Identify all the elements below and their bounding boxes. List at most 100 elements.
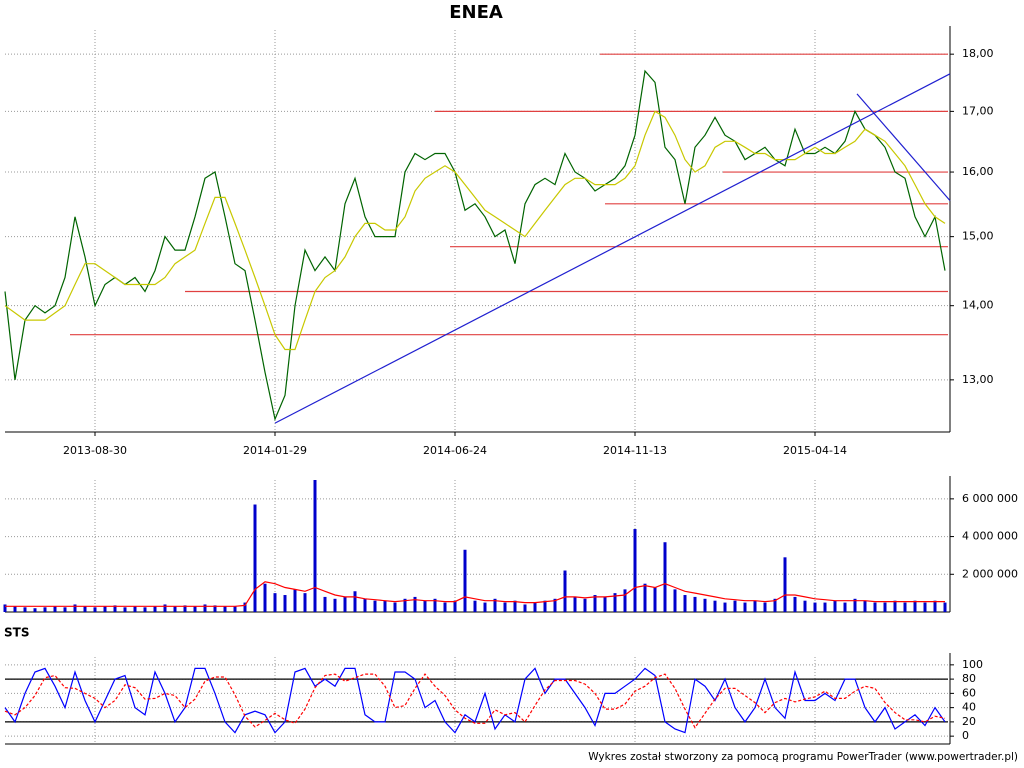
volume-bar bbox=[433, 598, 437, 612]
volume-bar bbox=[43, 607, 47, 612]
y-tick-label: 80 bbox=[962, 672, 976, 685]
volume-bar bbox=[403, 598, 407, 612]
volume-bar bbox=[613, 593, 617, 612]
volume-bar bbox=[623, 589, 627, 612]
volume-bar bbox=[123, 607, 127, 612]
volume-bar bbox=[363, 598, 367, 612]
volume-bar bbox=[863, 600, 867, 612]
x-tick-label: 2013-08-30 bbox=[63, 444, 127, 457]
y-tick-label: 13,00 bbox=[962, 373, 994, 386]
series-line bbox=[4, 69, 946, 422]
series-line bbox=[4, 110, 946, 351]
volume-bar bbox=[693, 596, 697, 612]
volume-bar bbox=[373, 600, 377, 612]
volume-bar bbox=[83, 606, 87, 612]
volume-bar bbox=[743, 602, 747, 612]
volume-bar bbox=[333, 598, 337, 612]
volume-bar bbox=[933, 600, 937, 612]
x-tick-label: 2014-01-29 bbox=[243, 444, 307, 457]
volume-bar bbox=[223, 606, 227, 612]
volume-bar bbox=[813, 602, 817, 612]
volume-bar bbox=[103, 606, 107, 612]
volume-bar bbox=[653, 587, 657, 612]
volume-bar bbox=[63, 607, 67, 612]
volume-bar bbox=[53, 606, 57, 612]
volume-bar bbox=[573, 596, 577, 612]
volume-bar bbox=[283, 595, 287, 612]
volume-bar bbox=[293, 589, 297, 612]
volume-bar bbox=[823, 602, 827, 612]
volume-bar bbox=[183, 605, 187, 612]
volume-bar bbox=[663, 542, 667, 612]
volume-bar bbox=[643, 583, 647, 612]
volume-bar bbox=[423, 600, 427, 612]
volume-bar bbox=[893, 600, 897, 612]
volume-bar bbox=[193, 606, 197, 612]
y-tick-label: 14,00 bbox=[962, 299, 994, 312]
x-tick-label: 2014-11-13 bbox=[603, 444, 667, 457]
volume-bar bbox=[673, 589, 677, 612]
volume-bar bbox=[703, 598, 707, 612]
y-tick-label: 17,00 bbox=[962, 104, 994, 117]
volume-bar bbox=[493, 598, 497, 612]
volume-bar bbox=[73, 604, 77, 612]
volume-bar bbox=[733, 600, 737, 612]
volume-bar bbox=[783, 557, 787, 612]
volume-bar bbox=[23, 607, 27, 612]
volume-bar bbox=[833, 600, 837, 612]
volume-bar bbox=[133, 606, 137, 612]
volume-bar bbox=[603, 596, 607, 612]
volume-bar bbox=[473, 600, 477, 612]
volume-bar bbox=[753, 600, 757, 612]
volume-bar bbox=[543, 600, 547, 612]
volume-bar bbox=[143, 607, 147, 612]
volume-bar bbox=[243, 602, 247, 612]
y-tick-label: 6 000 000 bbox=[962, 492, 1018, 505]
y-tick-label: 100 bbox=[962, 658, 983, 671]
y-tick-label: 4 000 000 bbox=[962, 530, 1018, 543]
series-line bbox=[5, 581, 945, 607]
volume-bar bbox=[13, 606, 17, 612]
y-tick-label: 2 000 000 bbox=[962, 567, 1018, 580]
volume-bar bbox=[943, 602, 947, 612]
volume-bar bbox=[453, 600, 457, 612]
trend-line bbox=[856, 93, 951, 201]
y-tick-label: 40 bbox=[962, 701, 976, 714]
y-tick-label: 18,00 bbox=[962, 47, 994, 60]
volume-bar bbox=[903, 602, 907, 612]
volume-bar bbox=[313, 480, 317, 612]
volume-bar bbox=[763, 602, 767, 612]
volume-bar bbox=[843, 602, 847, 612]
volume-bar bbox=[593, 595, 597, 612]
volume-bar bbox=[513, 600, 517, 612]
volume-bar bbox=[523, 604, 527, 612]
volume-bar bbox=[583, 598, 587, 612]
volume-bar bbox=[323, 596, 327, 612]
volume-bar bbox=[463, 549, 467, 612]
volume-bar bbox=[303, 593, 307, 612]
volume-bar bbox=[163, 604, 167, 612]
series-line bbox=[4, 667, 946, 734]
chart-title: ENEA bbox=[449, 2, 503, 23]
y-tick-label: 20 bbox=[962, 715, 976, 728]
x-tick-label: 2015-04-14 bbox=[783, 444, 847, 457]
volume-bar bbox=[3, 604, 7, 612]
volume-bar bbox=[633, 529, 637, 612]
volume-bar bbox=[203, 604, 207, 612]
volume-bar bbox=[93, 607, 97, 612]
volume-bar bbox=[253, 504, 257, 612]
volume-bar bbox=[383, 600, 387, 612]
volume-bar bbox=[533, 602, 537, 612]
volume-bar bbox=[413, 596, 417, 612]
volume-bar bbox=[553, 598, 557, 612]
volume-bar bbox=[923, 602, 927, 612]
panel-title: STS bbox=[4, 626, 29, 640]
y-tick-label: 0 bbox=[962, 729, 969, 742]
footer: Wykres został stworzony za pomocą progra… bbox=[588, 751, 1018, 763]
y-tick-label: 15,00 bbox=[962, 230, 994, 243]
volume-bar bbox=[683, 595, 687, 612]
volume-bar bbox=[113, 605, 117, 612]
volume-bar bbox=[263, 583, 267, 612]
volume-bar bbox=[233, 606, 237, 612]
